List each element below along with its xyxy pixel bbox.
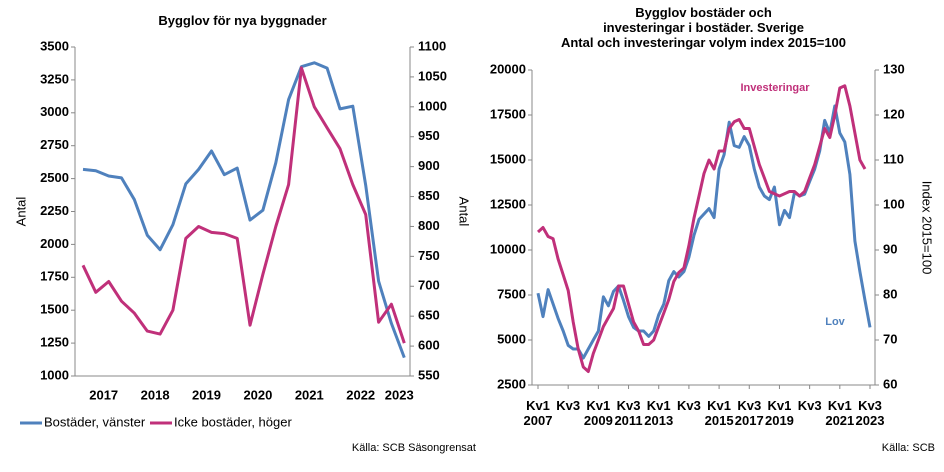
legend-label: Icke bostäder, höger [174, 414, 292, 429]
x-tick-label: Kv1 2007 [524, 398, 553, 428]
series-line [536, 104, 872, 360]
x-tick-label: Kv1 2021 [825, 398, 854, 428]
x-tick-label: Kv1 2019 [765, 398, 794, 428]
y2-tick-label: 550 [418, 367, 440, 382]
y-tick-label: 12500 [490, 196, 526, 211]
y-tick-label: 2500 [40, 170, 69, 185]
y-tick-label: 1500 [40, 302, 69, 317]
y2-tick-label: 950 [418, 128, 440, 143]
y-tick-label: 3500 [40, 38, 69, 53]
y-axis-label: Antal [13, 197, 28, 227]
y2-tick-label: 60 [883, 376, 897, 391]
y2-tick-label: 1100 [418, 38, 446, 53]
x-tick-label: Kv3 [798, 398, 822, 413]
y-tick-label: 20000 [490, 61, 526, 76]
y-tick-label: 2000 [40, 236, 69, 251]
y2-tick-label: 80 [883, 286, 897, 301]
series-label: Investeringar [740, 82, 810, 94]
y2-tick-label: 1050 [418, 68, 447, 83]
y-tick-label: 1250 [40, 335, 69, 350]
x-tick-label: Kv3 2023 [856, 398, 885, 428]
series-line [536, 84, 867, 373]
x-tick-label: 2018 [141, 387, 170, 402]
x-tick-label: 2021 [295, 387, 324, 402]
chart-title: Bygglov för nya byggnader [158, 13, 326, 28]
x-tick-label: Kv3 2011 [614, 398, 642, 428]
x-tick-label: 2020 [243, 387, 272, 402]
y-tick-label: 17500 [490, 106, 526, 121]
y2-tick-label: 600 [418, 338, 440, 353]
y2-tick-label: 120 [883, 106, 905, 121]
y-tick-label: 5000 [497, 331, 526, 346]
y-tick-label: 2250 [40, 203, 69, 218]
x-tick-label: 2017 [89, 387, 118, 402]
y2-tick-label: 900 [418, 158, 440, 173]
y-tick-label: 1000 [40, 367, 69, 382]
y2-tick-label: 700 [418, 278, 440, 293]
source-note: Källa: SCB Säsongrensat [352, 442, 476, 454]
y-tick-label: 2750 [40, 137, 69, 152]
y-tick-label: 7500 [497, 286, 526, 301]
y2-tick-label: 650 [418, 308, 440, 323]
y2-axis-label: Index 2015=100 [920, 181, 935, 275]
legend-label: Bostäder, vänster [44, 414, 146, 429]
series-label: Lov [825, 316, 845, 328]
series-line [82, 61, 406, 359]
y-tick-label: 3000 [40, 104, 69, 119]
x-tick-label: 2022 [346, 387, 375, 402]
y2-tick-label: 110 [883, 151, 904, 166]
x-tick-label: Kv3 2017 [735, 398, 764, 428]
x-tick-label: Kv3 [556, 398, 580, 413]
x-tick-label: 2019 [192, 387, 221, 402]
source-note: Källa: SCB [882, 442, 935, 454]
x-tick-label: Kv1 2015 [705, 398, 734, 428]
x-tick-label: Kv1 2013 [644, 398, 673, 428]
y-tick-label: 15000 [490, 151, 526, 166]
y2-tick-label: 100 [883, 196, 905, 211]
y2-tick-label: 750 [418, 248, 440, 263]
x-tick-label: Kv3 [677, 398, 701, 413]
y-tick-label: 1750 [40, 269, 69, 284]
x-tick-label: 2023 [385, 387, 414, 402]
y2-tick-label: 130 [883, 61, 905, 76]
chart-title: Bygglov bostäder och investeringar i bost… [561, 5, 846, 50]
y2-tick-label: 70 [883, 331, 897, 346]
x-tick-label: Kv1 2009 [584, 398, 613, 428]
y-tick-label: 3250 [40, 71, 69, 86]
y2-axis-label: Antal [457, 197, 472, 227]
y-tick-label: 10000 [490, 241, 526, 256]
y2-tick-label: 850 [418, 188, 440, 203]
y-tick-label: 2500 [497, 376, 526, 391]
y2-tick-label: 800 [418, 218, 440, 233]
series-line [81, 66, 406, 344]
y2-tick-label: 1000 [418, 98, 447, 113]
y2-tick-label: 90 [883, 241, 897, 256]
